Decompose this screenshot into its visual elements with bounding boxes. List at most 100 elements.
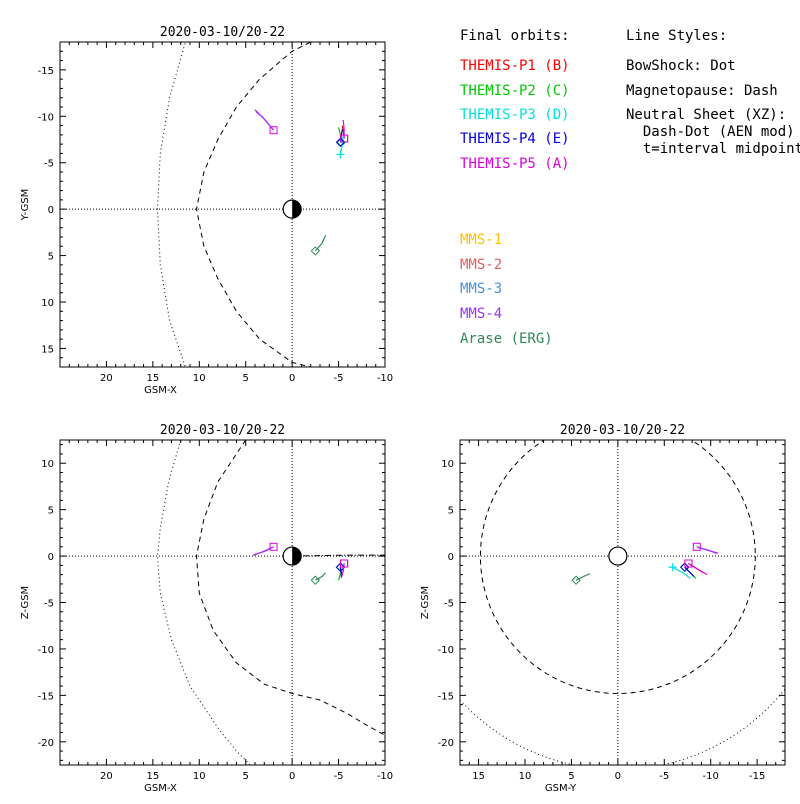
earth-symbol xyxy=(608,546,628,566)
x-tick-label: -10 xyxy=(703,771,719,782)
marker-plus-2 xyxy=(336,150,345,159)
x-tick-label: 20 xyxy=(100,373,113,384)
y-tick-label: -5 xyxy=(44,159,54,170)
y-tick-label: 10 xyxy=(41,298,54,309)
orbit-track-6 xyxy=(253,546,274,556)
y-tick-label: 10 xyxy=(441,459,454,470)
y-axis-label: Z-GSM xyxy=(20,586,31,619)
legend-themis-p2: THEMIS-P2 (C) xyxy=(460,83,570,99)
x-tick-label: -10 xyxy=(377,373,393,384)
x-axis-label: GSM-X xyxy=(144,385,177,396)
x-tick-label: 10 xyxy=(193,771,206,782)
style-magnetopause: Magnetopause: Dash xyxy=(626,83,778,99)
magnetopause-circle xyxy=(479,440,756,694)
magnetopause-curve xyxy=(195,42,312,367)
y-tick-label: -15 xyxy=(438,691,454,702)
y-tick-label: 0 xyxy=(448,552,454,563)
y-axis-label: Z-GSM xyxy=(420,586,431,619)
marker-diamond-7 xyxy=(571,575,581,585)
style-interval-note: t=interval midpoint xyxy=(626,141,800,157)
orbit-track-2 xyxy=(672,566,691,579)
x-tick-label: 0 xyxy=(289,373,295,384)
x-tick-label: 0 xyxy=(289,771,295,782)
marker-square-4 xyxy=(684,559,693,568)
y-tick-label: -20 xyxy=(38,738,54,749)
x-tick-label: 5 xyxy=(243,373,249,384)
y-tick-label: -10 xyxy=(438,645,454,656)
y-tick-label: -5 xyxy=(44,599,54,610)
x-tick-label: -10 xyxy=(377,771,393,782)
plot-title: 2020-03-10/20-22 xyxy=(160,25,285,40)
y-tick-label: 0 xyxy=(48,205,54,216)
bowshock-curve xyxy=(156,42,186,367)
neutral-sheet-curve xyxy=(292,554,385,557)
marker-plus-2 xyxy=(668,563,677,572)
bowshock-curve xyxy=(156,440,251,765)
x-tick-label: 15 xyxy=(146,373,159,384)
orbit-track-7 xyxy=(315,572,327,581)
marker-square-5 xyxy=(269,126,278,135)
style-bowshock: BowShock: Dot xyxy=(626,58,736,74)
y-tick-label: 10 xyxy=(41,459,54,470)
y-tick-label: -10 xyxy=(38,645,54,656)
earth-night-side xyxy=(292,200,302,219)
legend-themis-p4: THEMIS-P4 (E) xyxy=(460,131,570,147)
marker-square-4 xyxy=(340,559,349,568)
y-tick-label: -15 xyxy=(38,691,54,702)
marker-square-5 xyxy=(692,542,701,551)
marker-diamond-3 xyxy=(680,562,690,572)
legend-themis-p1: THEMIS-P1 (B) xyxy=(460,58,570,74)
x-tick-label: 0 xyxy=(615,771,621,782)
y-tick-label: -15 xyxy=(38,66,54,77)
y-tick-label: 5 xyxy=(448,506,454,517)
marker-diamond-3 xyxy=(335,137,346,147)
legend-arase: Arase (ERG) xyxy=(460,331,553,347)
plot-title: 2020-03-10/20-22 xyxy=(160,423,285,438)
marker-diamond-7 xyxy=(310,246,321,256)
y-tick-label: 5 xyxy=(48,252,54,263)
x-tick-label: 10 xyxy=(519,771,532,782)
orbits-legend-title: Final orbits: xyxy=(460,28,570,44)
y-tick-label: -5 xyxy=(444,599,454,610)
y-tick-label: 0 xyxy=(48,552,54,563)
plot-title: 2020-03-10/20-22 xyxy=(560,423,685,438)
legend-mms-1: MMS-1 xyxy=(460,232,503,248)
style-neutral-sheet-detail: Dash-Dot (AEN mod) xyxy=(626,124,795,140)
orbit-track-6 xyxy=(696,546,717,554)
x-axis-label: GSM-X xyxy=(144,783,177,794)
x-tick-label: -5 xyxy=(659,771,669,782)
orbit-track-4 xyxy=(340,563,345,578)
plot-frame xyxy=(59,439,386,766)
plot-area xyxy=(460,440,785,765)
marker-square-4 xyxy=(340,134,349,143)
x-tick-label: 15 xyxy=(472,771,485,782)
x-tick-label: 20 xyxy=(100,771,113,782)
legend-themis-p3: THEMIS-P3 (D) xyxy=(460,107,570,123)
marker-square-5 xyxy=(269,542,278,551)
x-tick-label: -5 xyxy=(334,771,344,782)
orbit-track-6 xyxy=(255,111,275,131)
marker-diamond-3 xyxy=(335,562,346,572)
marker-diamond-7 xyxy=(310,575,321,585)
legend-themis-p5: THEMIS-P5 (A) xyxy=(460,156,570,172)
y-tick-label: 5 xyxy=(48,506,54,517)
earth-night-side xyxy=(292,547,302,566)
legend-mms-3: MMS-3 xyxy=(460,281,503,297)
x-tick-label: -5 xyxy=(334,373,344,384)
x-tick-label: -15 xyxy=(749,771,765,782)
x-tick-label: 5 xyxy=(568,771,574,782)
legend-mms-2: MMS-2 xyxy=(460,257,503,273)
plot-area xyxy=(60,440,385,765)
plot-frame xyxy=(459,439,786,766)
plot-frame xyxy=(59,41,386,368)
plot-area xyxy=(60,42,385,367)
y-tick-label: -10 xyxy=(38,112,54,123)
x-tick-label: 10 xyxy=(193,373,206,384)
panel-1: 20 15 10 5 0 -5 -10 15 10 5 0 -5 -10 -15 2020-03-10/20… xyxy=(20,25,393,396)
y-axis-label: Y-GSM xyxy=(20,189,31,222)
y-tick-label: 15 xyxy=(41,344,54,355)
x-axis-label: GSM-Y xyxy=(545,783,577,794)
x-tick-label: 15 xyxy=(146,771,159,782)
y-tick-label: -20 xyxy=(438,738,454,749)
